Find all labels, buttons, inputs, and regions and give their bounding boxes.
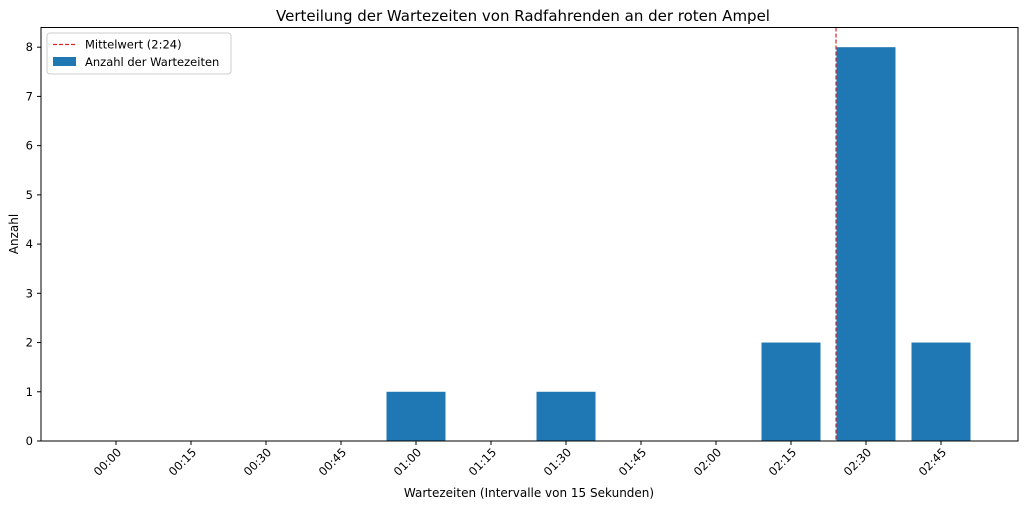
bar-0130 [536,391,596,441]
y-tick-label: 5 [26,188,33,202]
x-tick-label: 02:00 [691,445,724,478]
x-tick-label: 00:30 [241,445,274,478]
y-tick-label: 7 [26,89,33,103]
y-tick-label: 0 [26,434,33,448]
y-axis-label: Anzahl [7,214,21,254]
x-tick-label: 02:30 [841,445,874,478]
y-axis-ticks: 0 1 2 3 4 5 6 7 8 [26,40,41,448]
x-tick-label: 02:45 [916,445,949,478]
bar-0245 [911,342,971,441]
legend-box [46,32,232,75]
x-tick-label: 01:00 [391,445,424,478]
legend-bar-label: Anzahl der Wartezeiten [85,55,219,69]
plot-frame [40,27,1019,442]
x-axis-ticks: 00:00 00:15 00:30 00:45 01:00 01:15 01:30 01:45… [91,441,949,479]
x-tick-label: 00:00 [91,445,124,478]
x-tick-label: 02:15 [766,445,799,478]
y-tick-label: 3 [26,286,33,300]
legend: Mittelwert (2:24) Anzahl der Wartezeiten [46,32,232,75]
x-tick-label: 01:30 [541,445,574,478]
bar-0230 [836,47,896,441]
chart-title: Verteilung der Wartezeiten von Radfahren… [276,7,770,25]
y-tick-label: 6 [26,139,33,153]
x-tick-label: 00:15 [166,445,199,478]
bar-0100 [386,391,446,441]
x-axis-label: Wartezeiten (Intervalle von 15 Sekunden) [404,486,654,500]
y-tick-label: 1 [26,385,33,399]
x-tick-label: 00:45 [316,445,349,478]
legend-bar-swatch [53,57,76,66]
y-tick-label: 4 [26,237,33,251]
x-tick-label: 01:45 [616,445,649,478]
legend-mean-label: Mittelwert (2:24) [85,38,182,52]
x-tick-label: 01:15 [466,445,499,478]
y-tick-label: 8 [26,40,33,54]
bar-0215 [761,342,821,441]
bars [386,47,971,441]
y-tick-label: 2 [26,336,33,350]
